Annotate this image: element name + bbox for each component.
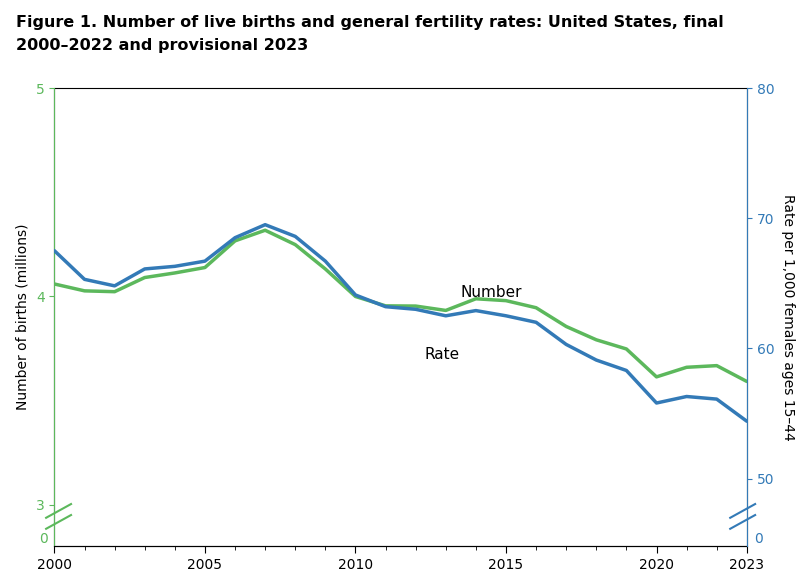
Text: 0: 0 xyxy=(754,532,762,546)
Bar xyxy=(54,88,747,546)
Text: Rate: Rate xyxy=(424,347,460,362)
Text: 0: 0 xyxy=(39,532,48,546)
Text: 2000–2022 and provisional 2023: 2000–2022 and provisional 2023 xyxy=(16,38,309,53)
Text: Figure 1. Number of live births and general fertility rates: United States, fina: Figure 1. Number of live births and gene… xyxy=(16,15,724,30)
Y-axis label: Number of births (millions): Number of births (millions) xyxy=(15,224,29,410)
Y-axis label: Rate per 1,000 females ages 15–44: Rate per 1,000 females ages 15–44 xyxy=(781,194,795,440)
Text: Number: Number xyxy=(461,285,522,299)
